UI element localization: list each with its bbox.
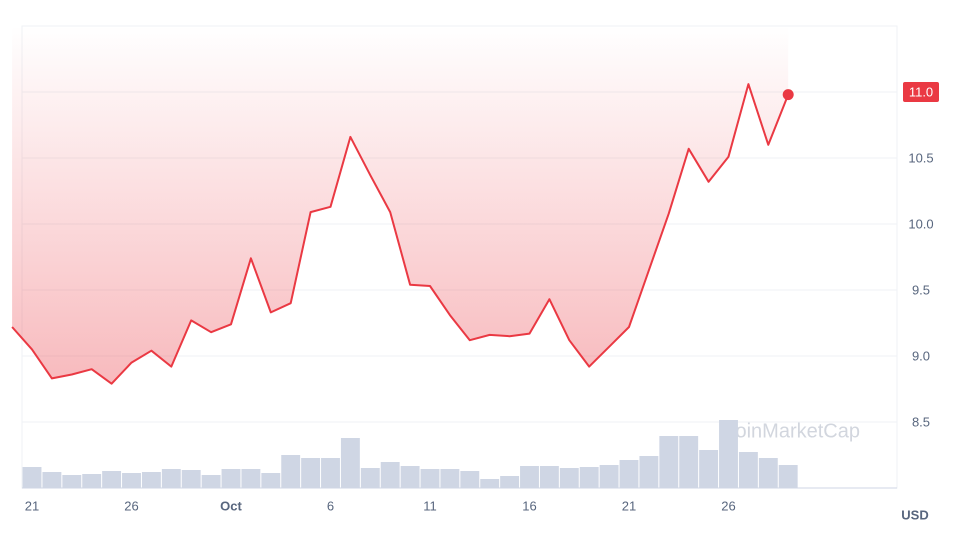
price-label-box bbox=[903, 82, 939, 102]
volume-bar bbox=[380, 462, 400, 488]
volume-bar bbox=[221, 469, 241, 488]
volume-bar bbox=[22, 467, 42, 488]
x-tick-label: 21 bbox=[25, 498, 39, 513]
volume-bar bbox=[321, 458, 340, 488]
y-axis-label: USD bbox=[901, 507, 928, 522]
volume-bar bbox=[539, 466, 559, 488]
volume-bar bbox=[400, 466, 420, 488]
x-tick-label: 21 bbox=[622, 498, 636, 513]
volume-bar bbox=[460, 471, 480, 488]
volume-bar bbox=[659, 436, 679, 488]
volume-bar bbox=[559, 468, 579, 488]
y-tick-label: 10.0 bbox=[908, 216, 933, 231]
volume-bar bbox=[599, 465, 619, 488]
volume-bar bbox=[480, 479, 500, 488]
y-tick-label: 8.5 bbox=[912, 414, 930, 429]
volume-bar bbox=[261, 473, 281, 488]
last-point bbox=[782, 89, 794, 101]
x-tick-label: 11 bbox=[423, 498, 437, 513]
volume-bar bbox=[699, 450, 719, 488]
y-tick-label: 9.0 bbox=[912, 348, 930, 363]
x-tick-label: Oct bbox=[220, 498, 242, 513]
volume-bar bbox=[141, 472, 161, 488]
volume-bar bbox=[500, 476, 520, 488]
x-tick-label: 16 bbox=[522, 498, 536, 513]
volume-bar bbox=[181, 470, 201, 488]
volume-bar bbox=[301, 458, 321, 488]
volume-bar bbox=[241, 469, 261, 488]
volume-bar bbox=[340, 438, 360, 488]
volume-bar bbox=[122, 473, 141, 488]
watermark: CoinMarketCap bbox=[721, 420, 860, 442]
volume-bar bbox=[42, 472, 62, 488]
volume-bar bbox=[62, 475, 82, 488]
volume-bar bbox=[201, 475, 221, 488]
volume-bar bbox=[579, 467, 599, 488]
volume-bar bbox=[738, 452, 758, 488]
x-tick-label: 26 bbox=[721, 498, 735, 513]
y-tick-label: 10.5 bbox=[908, 150, 933, 165]
volume-bar bbox=[639, 456, 659, 488]
volume-bar bbox=[420, 469, 440, 488]
volume-bar bbox=[161, 469, 181, 488]
volume-bar bbox=[360, 468, 380, 488]
volume-bar bbox=[520, 466, 539, 488]
volume-bar bbox=[102, 471, 122, 488]
y-tick-label: 11.0 bbox=[909, 84, 933, 99]
volume-bar bbox=[440, 469, 460, 488]
volume-bar bbox=[619, 460, 639, 488]
volume-bar bbox=[719, 420, 738, 488]
volume-bar bbox=[82, 474, 102, 488]
volume-bar bbox=[778, 465, 798, 488]
price-area bbox=[12, 26, 789, 384]
price-line bbox=[11, 83, 790, 385]
volume-bar bbox=[281, 455, 301, 488]
x-tick-label: 26 bbox=[124, 498, 138, 513]
x-tick-label: 6 bbox=[327, 498, 334, 513]
volume-bar bbox=[679, 436, 699, 488]
volume-bar bbox=[758, 458, 778, 488]
y-tick-label: 9.5 bbox=[912, 282, 930, 297]
